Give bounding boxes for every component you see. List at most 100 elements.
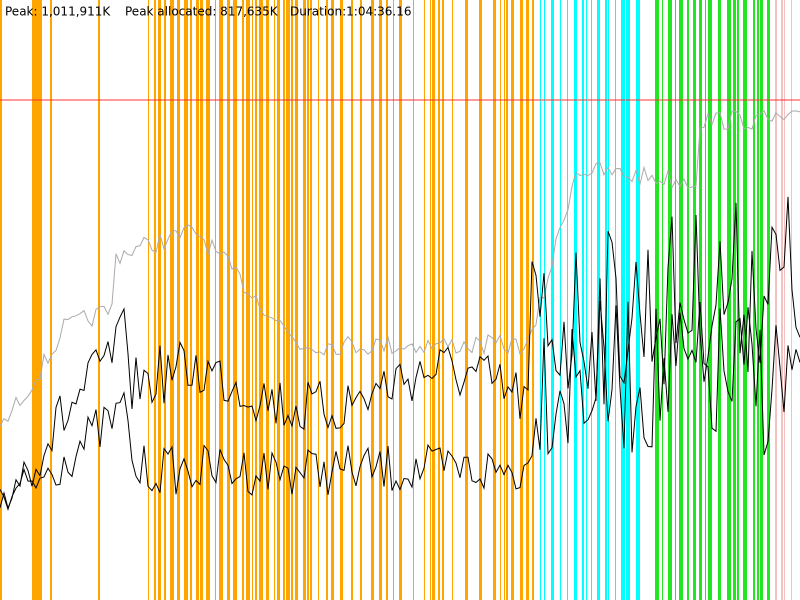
stripe [781,0,783,600]
stripe [164,0,166,600]
memory-trace [0,300,800,511]
stripe [379,0,382,600]
stripe [432,0,435,600]
stripe [551,0,554,600]
stripe [274,0,275,600]
stripe [699,0,702,600]
stripe [727,0,731,600]
stripe [775,0,777,600]
stripe [259,0,263,600]
stripe [743,0,747,600]
stripe [266,0,269,600]
stripe [340,0,343,600]
stripe [424,0,425,600]
stripe [170,0,174,600]
stripe [493,0,496,600]
stripe [784,0,785,600]
stripe [307,0,309,600]
duration-text: Duration:1:04:36.16 [290,5,412,19]
stripe [662,0,663,600]
stripe [438,0,440,600]
stripe [693,0,696,600]
stripe [98,0,100,600]
stripe [597,0,600,600]
stripe [148,0,149,600]
stripe [615,0,616,600]
stripe [371,0,374,600]
stripe [532,0,534,600]
stripe [687,0,689,600]
stripe [177,0,180,600]
stripe [504,0,505,600]
stripe [621,0,625,600]
stripe [351,0,353,600]
stripe [200,0,203,600]
stripe [679,0,683,600]
stripe [206,0,210,600]
stripe [500,0,501,600]
memory-lines [0,109,800,511]
stripe [413,0,414,600]
stripe [705,0,706,600]
stripe [399,0,402,600]
stripe [386,0,388,600]
stripe [708,0,712,600]
stripe [32,0,42,600]
stripe [668,0,672,600]
stripe [626,0,630,600]
stripe [452,0,453,600]
stripe [318,0,319,600]
stripe [544,0,545,600]
stripe [636,0,640,600]
stripe [608,0,609,600]
stripe [511,0,514,600]
stripe [757,0,759,600]
stripe [655,0,659,600]
stripe [326,0,328,600]
stripe [227,0,230,600]
stripe [574,0,577,600]
stripe [219,0,223,600]
stripe [479,0,482,600]
stripe [465,0,468,600]
stripe [753,0,755,600]
stripe [430,0,431,600]
stripe [540,0,541,600]
stripe [252,0,253,600]
stripe [215,0,216,600]
stripe [246,0,250,600]
peak-allocated-text: Peak allocated: 817,635K [125,5,279,19]
stripe [286,0,290,600]
stripe [331,0,334,600]
stripe [567,0,568,600]
stripe [586,0,587,600]
stripe [158,0,161,600]
peak-text: Peak: 1,011,911K [5,5,111,19]
stripe [255,0,257,600]
stripe [0,0,2,600]
stripe [291,0,293,600]
stripe [303,0,306,600]
stripe [310,0,312,600]
stripe [791,0,792,600]
stripe [442,0,444,600]
stripe [591,0,592,600]
stripe [190,0,192,600]
stripe [733,0,736,600]
stripe [50,0,52,600]
stripe [393,0,394,600]
stripe [277,0,280,600]
stripe [242,0,244,600]
stripe [184,0,188,600]
stripe [675,0,676,600]
stripe [737,0,739,600]
stripe [718,0,721,600]
stripe [360,0,362,600]
stripe [233,0,237,600]
memory-trace [0,196,800,510]
stripe [560,0,561,600]
stripe [526,0,529,600]
